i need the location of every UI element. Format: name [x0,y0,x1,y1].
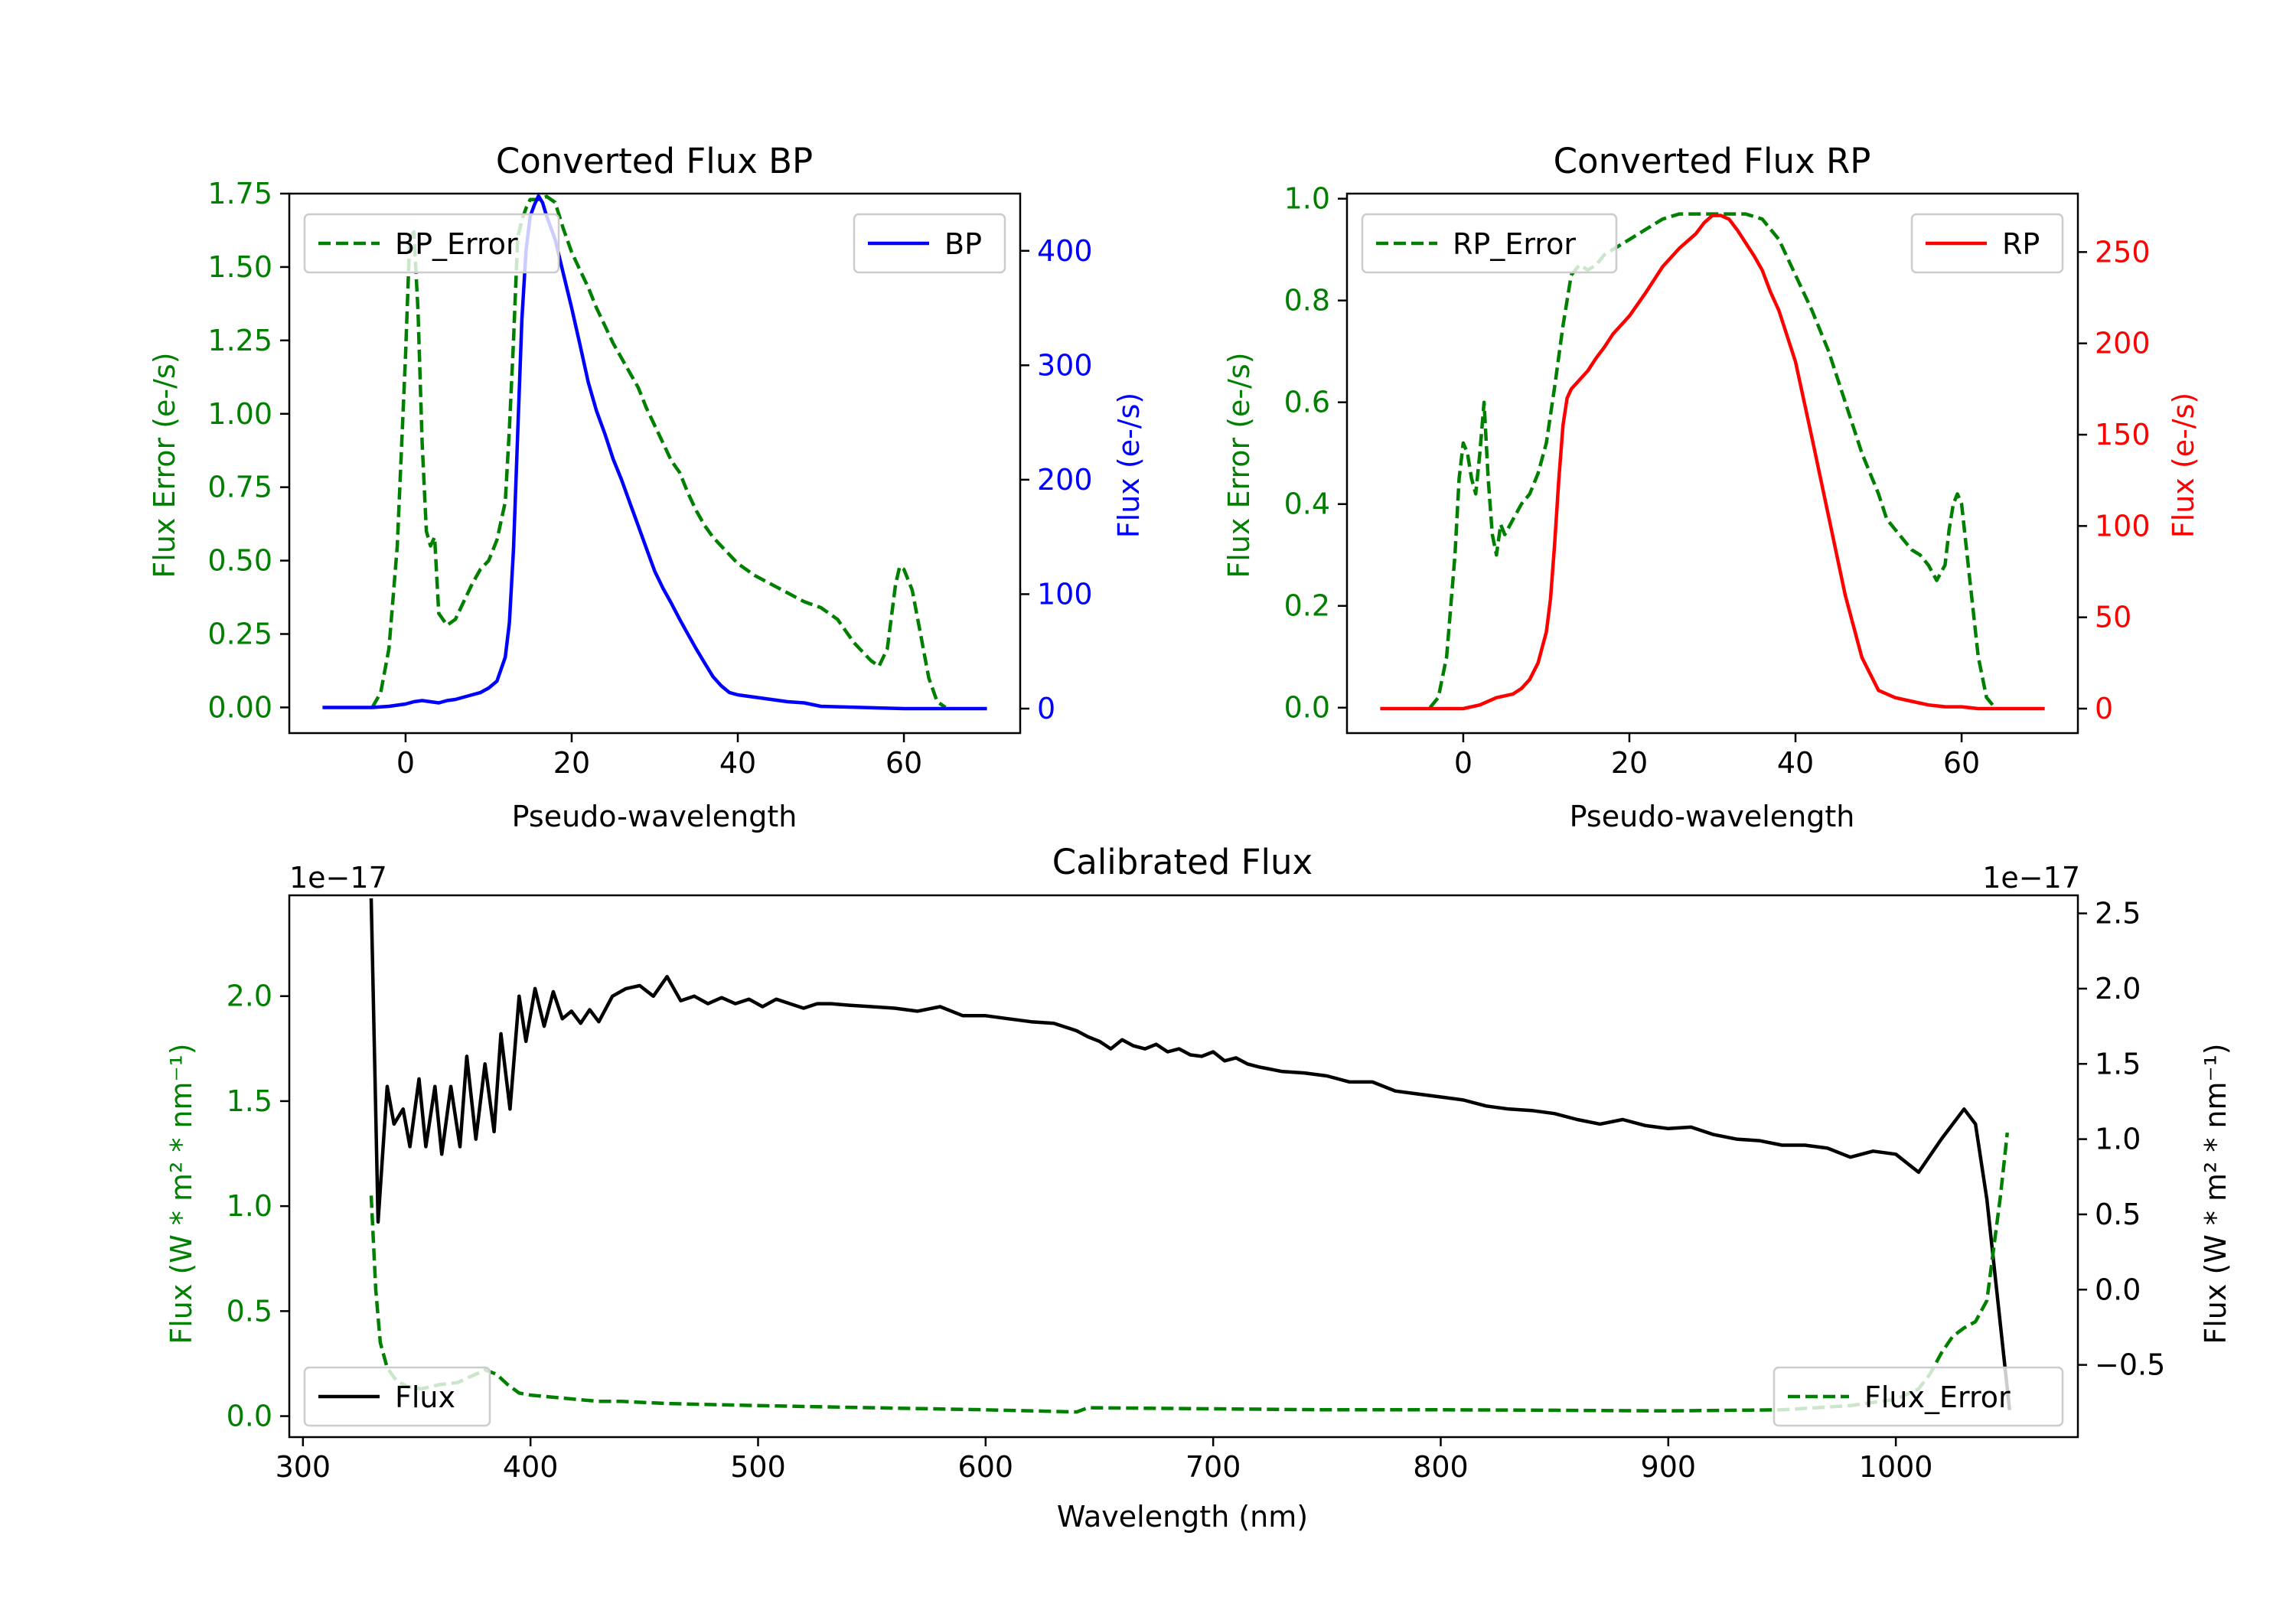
calibrated-legend-right-label: Flux_Error [1864,1380,2011,1414]
rp-legend-left-label: RP_Error [1453,227,1576,261]
calibrated-legend-left: Flux [303,1366,491,1427]
bp-chart-title: Converted Flux BP [496,141,813,181]
calibrated-left-offset-text: 1e−17 [289,861,387,895]
calibrated-legend-left-box [303,1366,491,1427]
calibrated-chart: Calibrated Flux Wavelength (nm) Flux (W … [165,842,2232,1534]
rp-left-y-tick-label: 0.0 [1284,691,1330,725]
bp-x-tick-label: 60 [885,746,922,780]
calibrated-left-y-tick-label: 0.5 [227,1294,272,1328]
rp-left-axis-label: Flux Error (e-/s) [1222,352,1256,578]
calibrated-legend-right-box [1773,1366,2064,1427]
calibrated-right-y-tick-label: 2.0 [2095,972,2141,1006]
rp-right-y-tick-label: 100 [2095,509,2151,543]
rp-series-rp-error [1428,212,1997,709]
bp-series-bp [322,194,987,711]
rp-left-y-tick-label: 0.4 [1284,487,1330,521]
rp-left-y-tick-label: 0.8 [1284,284,1330,318]
bp-legend-left: BP_Error [303,213,560,274]
bp-right-y-tick-label: 200 [1037,463,1093,497]
bp-legend-right-label: BP [944,227,982,261]
calibrated-x-tick-label: 900 [1641,1450,1697,1484]
calibrated-plot-frame [288,894,2079,1439]
rp-chart: Converted Flux RP Pseudo-wavelength Flux… [1222,141,2200,833]
rp-right-y-tick-label: 150 [2095,418,2151,451]
bp-x-tick-label: 0 [396,746,415,780]
rp-left-y-tick-label: 0.6 [1284,386,1330,419]
rp-right-y-tick-label: 50 [2095,601,2131,634]
rp-chart-title: Converted Flux RP [1554,141,1871,181]
rp-legend-right-label: RP [2002,227,2040,261]
rp-left-y-tick-label: 0.2 [1284,589,1330,623]
bp-left-y-tick-label: 0.75 [207,471,272,504]
bp-right-y-tick-label: 0 [1037,692,1055,725]
bp-legend-right-box [853,213,1006,274]
rp-legend-right-box [1910,213,2064,274]
calibrated-left-y-tick-label: 1.5 [227,1084,272,1118]
calibrated-right-y-tick-label: −0.5 [2095,1348,2165,1382]
bp-left-y-tick-label: 1.25 [207,324,272,357]
calibrated-x-axis-label: Wavelength (nm) [1057,1500,1308,1534]
bp-right-axis-label: Flux (e-/s) [1112,393,1146,538]
rp-right-y-tick-label: 0 [2095,692,2113,725]
bp-right-y-tick-label: 400 [1037,234,1093,268]
bp-left-y-tick-label: 0.50 [207,544,272,578]
bp-legend-left-box [303,213,560,274]
rp-legend-left-box [1361,213,1618,274]
rp-right-y-tick-label: 250 [2095,235,2151,269]
calibrated-right-y-tick-label: 1.5 [2095,1047,2141,1081]
bp-left-y-tick-label: 1.00 [207,397,272,431]
calibrated-x-tick-label: 1000 [1859,1450,1933,1484]
calibrated-legend-left-label: Flux [395,1380,455,1414]
bp-left-y-tick-label: 0.25 [207,618,272,651]
calibrated-chart-title: Calibrated Flux [1052,842,1313,882]
calibrated-right-y-tick-label: 0.0 [2095,1273,2141,1306]
rp-x-axis-label: Pseudo-wavelength [1570,800,1855,833]
bp-plot-frame [288,192,1022,735]
bp-x-tick-label: 40 [719,746,756,780]
rp-x-tick-label: 60 [1943,746,1980,780]
calibrated-right-y-tick-label: 0.5 [2095,1198,2141,1231]
rp-x-tick-label: 20 [1611,746,1648,780]
calibrated-right-offset-text: 1e−17 [1982,861,2080,895]
rp-x-tick-label: 0 [1454,746,1473,780]
calibrated-left-axis-label: Flux (W * m² * nm⁻¹) [165,1043,198,1344]
bp-legend-left-label: BP_Error [395,227,518,261]
calibrated-right-y-tick-label: 1.0 [2095,1123,2141,1156]
bp-left-axis-label: Flux Error (e-/s) [148,352,181,578]
calibrated-x-tick-label: 400 [503,1450,559,1484]
bp-chart: Converted Flux BP Pseudo-wavelength Flux… [148,141,1146,833]
bp-right-y-tick-label: 100 [1037,577,1093,611]
rp-plot-frame [1345,192,2079,735]
calibrated-x-tick-label: 600 [958,1450,1014,1484]
rp-x-tick-label: 40 [1777,746,1814,780]
rp-left-y-tick-label: 1.0 [1284,182,1330,216]
calibrated-left-y-tick-label: 0.0 [227,1400,272,1433]
calibrated-x-tick-label: 500 [730,1450,786,1484]
bp-left-y-tick-label: 0.00 [207,690,272,724]
calibrated-series-flux [369,898,2012,1410]
bp-legend-right: BP [853,213,1006,274]
calibrated-right-axis-label: Flux (W * m² * nm⁻¹) [2199,1043,2232,1344]
bp-left-y-tick-label: 1.75 [207,177,272,210]
calibrated-left-y-tick-label: 2.0 [227,980,272,1013]
calibrated-x-tick-label: 700 [1186,1450,1241,1484]
calibrated-left-y-tick-label: 1.0 [227,1189,272,1223]
bp-series-bp-error [370,194,947,709]
rp-series-rp [1380,214,2045,711]
calibrated-x-tick-label: 300 [276,1450,331,1484]
calibrated-x-tick-label: 800 [1413,1450,1469,1484]
bp-x-axis-label: Pseudo-wavelength [512,800,797,833]
rp-legend-left: RP_Error [1361,213,1618,274]
calibrated-right-y-tick-label: 2.5 [2095,897,2141,931]
rp-legend-right: RP [1910,213,2064,274]
bp-left-y-tick-label: 1.50 [207,250,272,284]
bp-right-y-tick-label: 300 [1037,348,1093,382]
bp-x-tick-label: 20 [553,746,590,780]
rp-right-axis-label: Flux (e-/s) [2167,393,2200,538]
rp-right-y-tick-label: 200 [2095,327,2151,360]
calibrated-legend-right: Flux_Error [1773,1366,2064,1427]
